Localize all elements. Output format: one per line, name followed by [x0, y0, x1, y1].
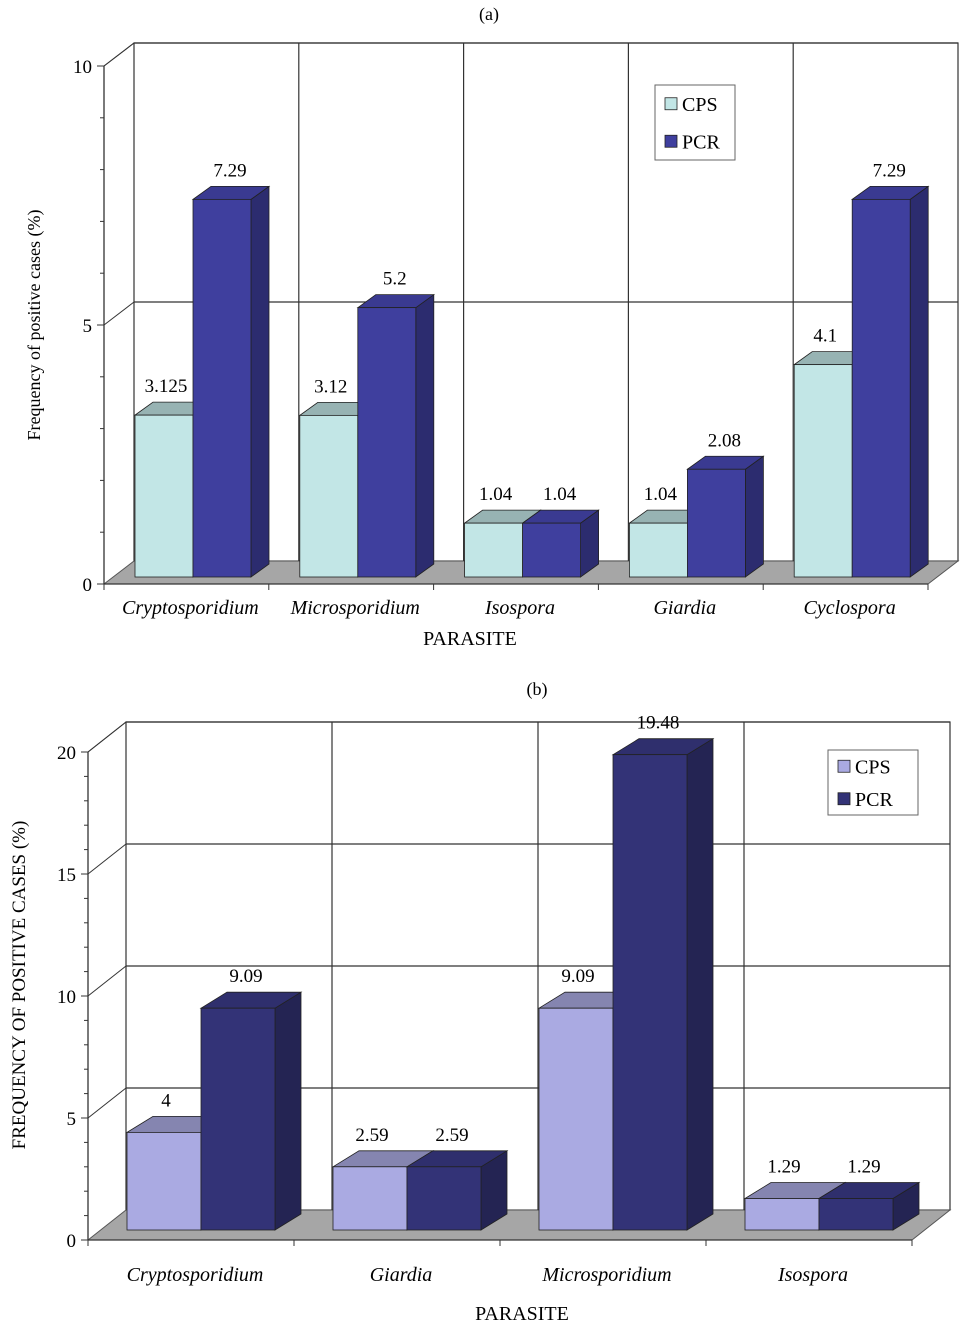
data-label: 4.1 [813, 326, 837, 347]
bar-cps [126, 1132, 202, 1231]
panel-a-ylabel: Frequency of positive cases (%) [24, 210, 45, 441]
legend-swatch-pcr [837, 792, 851, 806]
bar-pcr [818, 1198, 894, 1231]
data-label: 7.29 [873, 160, 906, 181]
legend-label-cps: CPS [855, 756, 891, 778]
side-gridline [87, 965, 127, 997]
y-tick-label: 10 [73, 57, 92, 78]
bar-cps [538, 1007, 614, 1231]
panel-a-label: (a) [479, 4, 499, 25]
y-tick-label: 15 [57, 865, 76, 886]
data-label: 5.2 [383, 269, 407, 290]
bar-side-pcr [745, 455, 764, 578]
legend-swatch-cps [837, 759, 851, 773]
panel-a-xlabel: PARASITE [423, 628, 517, 650]
side-gridline [87, 843, 127, 875]
legend-label-cps: CPS [682, 94, 718, 116]
category-label: Microsporidium [541, 1264, 671, 1286]
side-gridline [87, 1087, 127, 1119]
bar-pcr [687, 468, 746, 578]
data-label: 1.04 [644, 484, 678, 505]
data-label: 3.125 [145, 376, 188, 397]
y-tick-label: 0 [67, 1231, 77, 1252]
bar-cps [332, 1166, 408, 1231]
panel-b-xlabel: PARASITE [475, 1303, 569, 1325]
chart-b: 0 5 10 15 20 4 9.09 Cryptosporidium 2.59 2.59 Giar… [57, 713, 952, 1286]
panel-b-ylabel: FREQUENCY OF POSITIVE CASES (%) [9, 821, 30, 1150]
bar-cps [744, 1198, 820, 1231]
data-label: 7.29 [213, 160, 246, 181]
category-label: Microsporidium [290, 597, 420, 619]
bar-cps [299, 414, 359, 578]
bar-side-pcr [274, 991, 302, 1231]
y-tick-label: 5 [67, 1109, 77, 1130]
legend-label-pcr: PCR [682, 131, 720, 153]
bar-side-pcr [909, 185, 929, 578]
category-label: Cryptosporidium [122, 597, 259, 619]
data-label: 4 [161, 1090, 171, 1111]
data-label: 3.12 [314, 376, 347, 397]
data-label: 1.04 [479, 484, 513, 505]
bar-cps [134, 414, 194, 578]
bar-cps [464, 522, 524, 578]
side-wall-top [103, 42, 135, 67]
bar-cps [793, 364, 853, 578]
category-label: Isospora [777, 1264, 848, 1286]
data-label: 1.29 [847, 1157, 880, 1178]
data-label: 1.29 [767, 1157, 800, 1178]
category-label: Cyclospora [803, 597, 895, 619]
bar-pcr [192, 198, 252, 578]
side-gridline [103, 301, 135, 326]
bar-pcr [406, 1166, 482, 1231]
y-tick-label: 10 [57, 987, 76, 1008]
data-label: 2.08 [708, 430, 741, 451]
bar-pcr [522, 522, 581, 578]
y-tick-label: 20 [57, 743, 76, 764]
category-label: Isospora [484, 597, 555, 619]
panel-b-label: (b) [527, 679, 548, 700]
legend-label-pcr: PCR [855, 789, 893, 811]
bar-side-pcr [250, 185, 270, 578]
legend-swatch-pcr [664, 134, 678, 148]
data-label: 2.59 [435, 1125, 468, 1146]
bar-side-pcr [686, 737, 714, 1231]
y-tick-label: 5 [83, 316, 93, 337]
side-wall-top [87, 721, 127, 753]
y-tick-label: 0 [83, 575, 93, 596]
data-label: 19.48 [637, 713, 680, 734]
bar-pcr [851, 198, 911, 578]
data-label: 1.04 [543, 484, 577, 505]
bar-side-pcr [415, 293, 435, 578]
category-label: Cryptosporidium [127, 1264, 264, 1286]
bar-cps [629, 522, 688, 578]
data-label: 2.59 [355, 1125, 388, 1146]
bar-pcr [612, 754, 688, 1231]
data-label: 9.09 [561, 966, 594, 987]
legend-swatch-cps [664, 97, 678, 111]
chart-a: 0 5 10 3.125 7.29 Cryptosporidium 3.12 5.2 Micro… [73, 42, 960, 619]
bar-pcr [357, 307, 417, 578]
data-label: 9.09 [229, 966, 262, 987]
category-label: Giardia [370, 1264, 433, 1286]
bar-pcr [200, 1007, 276, 1231]
category-label: Giardia [653, 597, 716, 619]
